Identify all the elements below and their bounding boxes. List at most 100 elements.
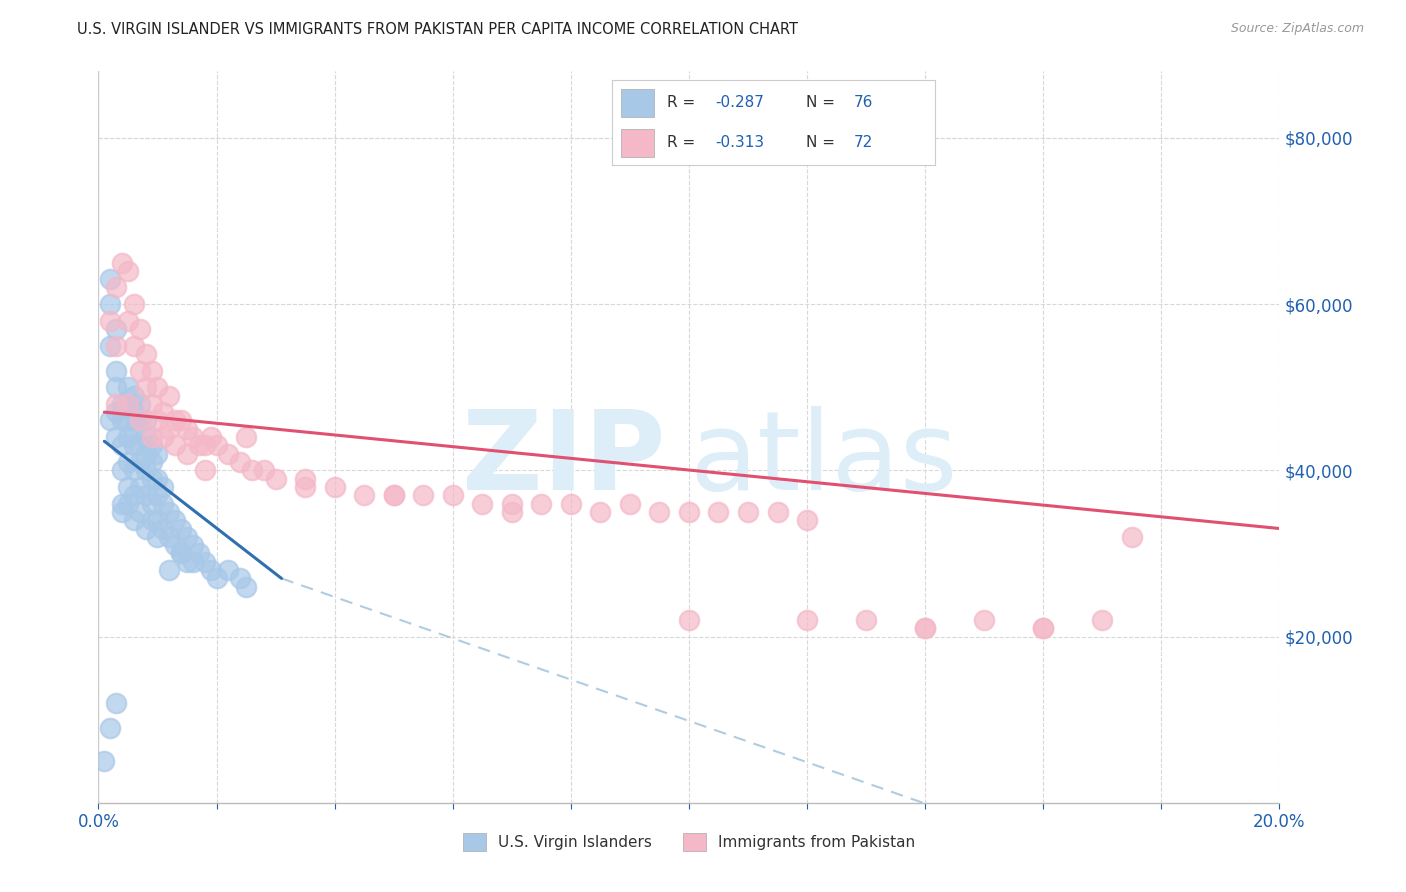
Point	[152, 430, 174, 444]
Point	[117, 380, 139, 394]
Text: atlas: atlas	[689, 406, 957, 513]
Point	[122, 297, 145, 311]
Bar	[621, 128, 654, 157]
Point	[141, 455, 163, 469]
Point	[157, 388, 180, 402]
Point	[766, 505, 789, 519]
Point	[98, 272, 121, 286]
Point	[111, 463, 134, 477]
Point	[152, 497, 174, 511]
Point	[135, 413, 157, 427]
Point	[141, 363, 163, 377]
Point	[141, 430, 163, 444]
Point	[157, 505, 180, 519]
Point	[217, 447, 239, 461]
Point	[157, 422, 180, 436]
Point	[93, 754, 115, 768]
Point	[176, 530, 198, 544]
Point	[165, 438, 187, 452]
Point	[122, 463, 145, 477]
Legend: U.S. Virgin Islanders, Immigrants from Pakistan: U.S. Virgin Islanders, Immigrants from P…	[457, 827, 921, 857]
Point	[146, 413, 169, 427]
Point	[205, 571, 228, 585]
Text: N =: N =	[806, 135, 839, 150]
Point	[152, 480, 174, 494]
Bar	[621, 89, 654, 117]
Point	[382, 488, 405, 502]
Point	[105, 397, 128, 411]
Point	[157, 563, 180, 577]
Point	[128, 438, 150, 452]
Point	[294, 480, 316, 494]
Point	[619, 497, 641, 511]
Point	[796, 513, 818, 527]
Point	[135, 521, 157, 535]
Point	[240, 463, 263, 477]
Point	[200, 430, 222, 444]
Point	[217, 563, 239, 577]
Point	[122, 513, 145, 527]
Point	[111, 397, 134, 411]
Point	[105, 696, 128, 710]
Point	[229, 455, 252, 469]
Point	[105, 380, 128, 394]
Point	[98, 338, 121, 352]
Point	[194, 463, 217, 477]
Point	[105, 280, 128, 294]
Point	[111, 255, 134, 269]
Point	[111, 497, 134, 511]
Text: Source: ZipAtlas.com: Source: ZipAtlas.com	[1230, 22, 1364, 36]
Point	[111, 413, 134, 427]
Point	[141, 397, 163, 411]
Point	[146, 472, 169, 486]
Point	[135, 463, 157, 477]
Point	[323, 480, 346, 494]
Point	[264, 472, 287, 486]
Text: R =: R =	[666, 135, 700, 150]
Point	[117, 497, 139, 511]
Point	[135, 380, 157, 394]
Point	[229, 571, 252, 585]
Point	[117, 430, 139, 444]
Point	[973, 613, 995, 627]
Point	[176, 422, 198, 436]
Point	[1091, 613, 1114, 627]
Point	[141, 438, 163, 452]
Point	[530, 497, 553, 511]
Point	[117, 480, 139, 494]
Point	[117, 397, 139, 411]
Point	[1032, 621, 1054, 635]
Point	[146, 530, 169, 544]
Point	[135, 430, 157, 444]
Point	[648, 505, 671, 519]
Point	[678, 505, 700, 519]
Point	[353, 488, 375, 502]
Point	[135, 347, 157, 361]
Point	[98, 721, 121, 735]
Text: -0.313: -0.313	[716, 135, 765, 150]
Point	[117, 455, 139, 469]
Point	[170, 413, 193, 427]
Point	[105, 405, 128, 419]
Point	[128, 480, 150, 494]
Point	[105, 338, 128, 352]
Point	[855, 613, 877, 627]
Point	[194, 555, 217, 569]
Point	[122, 438, 145, 452]
Text: 72: 72	[855, 135, 873, 150]
Point	[141, 513, 163, 527]
Point	[128, 505, 150, 519]
Point	[796, 613, 818, 627]
Point	[165, 513, 187, 527]
Point	[105, 363, 128, 377]
Point	[412, 488, 434, 502]
Point	[181, 430, 204, 444]
Point	[176, 447, 198, 461]
Point	[128, 322, 150, 336]
Point	[146, 380, 169, 394]
Point	[707, 505, 730, 519]
Point	[170, 521, 193, 535]
Point	[146, 488, 169, 502]
Point	[122, 388, 145, 402]
Point	[128, 397, 150, 411]
